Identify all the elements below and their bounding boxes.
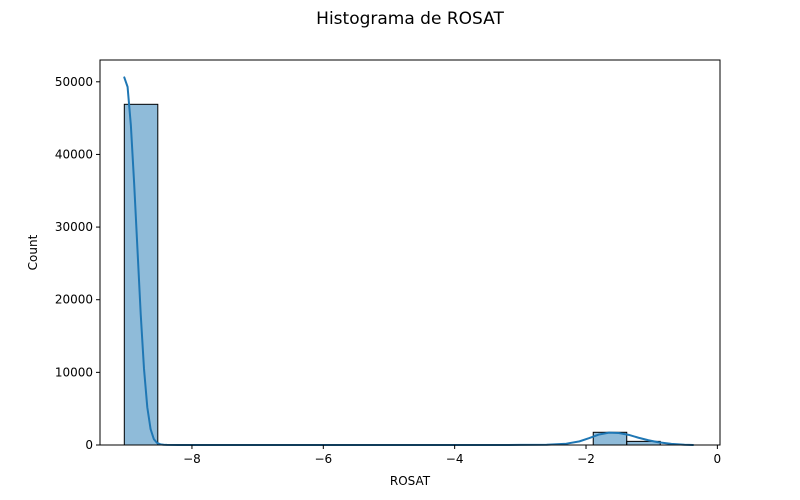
y-tick-label: 10000 <box>55 365 93 379</box>
chart-title: Histograma de ROSAT <box>316 9 504 29</box>
bars-layer <box>123 103 661 446</box>
x-axis: −8 −6 −4 −2 0 <box>183 445 721 466</box>
y-tick-label: 20000 <box>55 293 93 307</box>
x-tick-label: −4 <box>446 452 464 466</box>
y-axis-label: Count <box>26 234 40 270</box>
y-tick-label: 30000 <box>55 220 93 234</box>
y-tick-label: 0 <box>85 438 93 452</box>
x-tick-label: −6 <box>314 452 332 466</box>
x-tick-label: −2 <box>577 452 595 466</box>
plot-frame <box>99 59 721 446</box>
x-axis-label: ROSAT <box>390 474 431 488</box>
y-tick-label: 50000 <box>55 75 93 89</box>
x-tick-label: −8 <box>183 452 201 466</box>
x-tick-label: 0 <box>714 452 722 466</box>
histogram-bar-0 <box>123 103 159 446</box>
y-tick-label: 40000 <box>55 147 93 161</box>
y-axis: 0 10000 20000 30000 40000 50000 <box>55 75 100 452</box>
